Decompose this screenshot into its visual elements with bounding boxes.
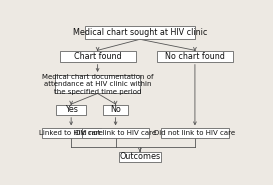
FancyBboxPatch shape: [103, 105, 128, 115]
FancyBboxPatch shape: [41, 128, 101, 138]
Text: Outcomes: Outcomes: [119, 152, 161, 161]
FancyBboxPatch shape: [60, 51, 136, 62]
Text: Did not link to HIV care: Did not link to HIV care: [75, 130, 156, 136]
FancyBboxPatch shape: [56, 105, 86, 115]
FancyBboxPatch shape: [82, 128, 149, 138]
Text: Linked to HIV care: Linked to HIV care: [39, 130, 103, 136]
Text: Chart found: Chart found: [74, 52, 121, 61]
FancyBboxPatch shape: [157, 51, 233, 62]
FancyBboxPatch shape: [85, 26, 195, 39]
FancyBboxPatch shape: [161, 128, 229, 138]
FancyBboxPatch shape: [119, 152, 161, 162]
Text: No chart found: No chart found: [165, 52, 225, 61]
Text: Did not link to HIV care: Did not link to HIV care: [154, 130, 236, 136]
Text: Medical chart sought at HIV clinic: Medical chart sought at HIV clinic: [73, 28, 207, 37]
FancyBboxPatch shape: [55, 75, 140, 93]
Text: Yes: Yes: [65, 105, 78, 114]
Text: No: No: [110, 105, 121, 114]
Text: Medical chart documentation of
attendance at HIV clinic within
the specified tim: Medical chart documentation of attendanc…: [42, 74, 153, 95]
